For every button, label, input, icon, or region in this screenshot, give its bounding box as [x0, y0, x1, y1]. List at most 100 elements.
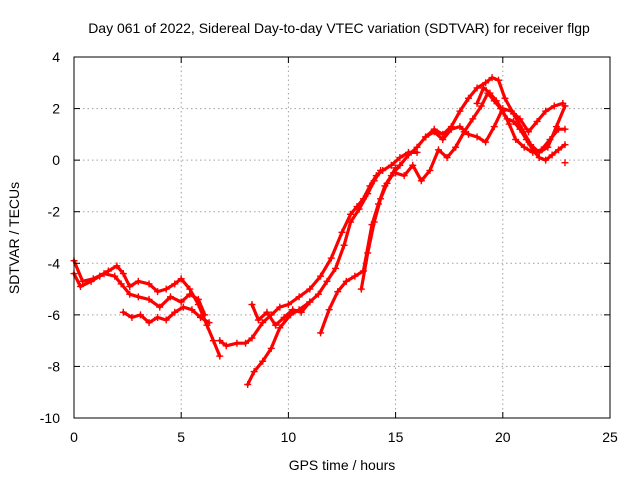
- data-point: [100, 270, 108, 278]
- data-point: [357, 285, 365, 293]
- data-point: [287, 311, 295, 319]
- data-point: [473, 133, 481, 141]
- data-point: [186, 290, 194, 298]
- data-point: [383, 179, 391, 187]
- data-point: [113, 262, 121, 270]
- data-point: [510, 117, 518, 125]
- data-point: [179, 303, 187, 311]
- data-point: [196, 313, 204, 321]
- data-point: [525, 128, 533, 136]
- data-point: [216, 352, 224, 360]
- data-point: [473, 99, 481, 107]
- data-point: [495, 76, 503, 84]
- data-point: [280, 313, 288, 321]
- data-point: [145, 295, 153, 303]
- data-point: [306, 285, 314, 293]
- series-track-d: [218, 150, 419, 348]
- data-point: [340, 241, 348, 249]
- data-point: [482, 138, 490, 146]
- y-tick-label: 2: [52, 101, 60, 117]
- series-track-j: [424, 101, 565, 144]
- data-point: [248, 334, 256, 342]
- data-point: [119, 270, 127, 278]
- data-point: [537, 146, 545, 154]
- data-point: [482, 79, 490, 87]
- data-point: [443, 154, 451, 162]
- x-axis-label: GPS time / hours: [289, 457, 396, 473]
- data-point: [233, 339, 241, 347]
- data-point: [342, 277, 350, 285]
- data-point: [439, 136, 447, 144]
- data-point: [244, 380, 252, 388]
- data-point: [156, 303, 164, 311]
- x-tick-label: 20: [495, 429, 511, 445]
- data-point: [374, 200, 382, 208]
- data-point: [492, 97, 500, 105]
- data-point: [126, 290, 134, 298]
- data-point: [317, 272, 325, 280]
- data-point: [561, 159, 569, 167]
- data-point: [550, 102, 558, 110]
- data-point: [456, 123, 464, 131]
- data-point: [520, 143, 528, 151]
- data-point: [128, 313, 136, 321]
- data-point: [555, 125, 563, 133]
- data-point: [404, 151, 412, 159]
- data-point: [222, 342, 230, 350]
- y-axis-label: SDTVAR / TECUs: [6, 182, 22, 294]
- data-point: [295, 293, 303, 301]
- y-tick-label: -4: [48, 255, 61, 271]
- data-point: [512, 136, 520, 144]
- y-tick-label: 0: [52, 152, 60, 168]
- data-point: [522, 136, 530, 144]
- data-point: [162, 285, 170, 293]
- data-point: [486, 89, 494, 97]
- data-point: [542, 107, 550, 115]
- x-tick-label: 5: [177, 429, 185, 445]
- data-point: [426, 166, 434, 174]
- data-point: [544, 143, 552, 151]
- data-point: [359, 267, 367, 275]
- data-point: [409, 161, 417, 169]
- data-point: [400, 172, 408, 180]
- chart-title: Day 061 of 2022, Sidereal Day-to-day VTE…: [88, 20, 590, 36]
- data-point: [480, 84, 488, 92]
- data-point: [134, 293, 142, 301]
- data-point: [490, 123, 498, 131]
- data-point: [250, 368, 258, 376]
- data-point: [177, 298, 185, 306]
- data-point: [372, 172, 380, 180]
- data-point: [351, 272, 359, 280]
- data-point: [145, 319, 153, 327]
- data-point: [209, 337, 217, 345]
- data-point: [347, 210, 355, 218]
- data-point: [377, 166, 385, 174]
- x-tick-label: 25: [602, 429, 618, 445]
- data-point: [272, 321, 280, 329]
- data-point: [289, 306, 297, 314]
- data-point: [561, 125, 569, 133]
- data-point: [501, 94, 509, 102]
- x-tick-label: 0: [70, 429, 78, 445]
- data-point: [377, 195, 385, 203]
- x-tick-label: 10: [281, 429, 297, 445]
- data-point: [464, 130, 472, 138]
- data-point: [276, 324, 284, 332]
- data-point: [546, 136, 554, 144]
- y-tick-label: -6: [48, 307, 61, 323]
- data-point: [76, 282, 84, 290]
- data-point: [516, 115, 524, 123]
- data-point: [242, 339, 250, 347]
- data-point: [136, 311, 144, 319]
- data-point: [527, 141, 535, 149]
- data-point: [297, 308, 305, 316]
- data-point: [499, 107, 507, 115]
- data-point: [347, 218, 355, 226]
- series-track-h: [359, 75, 567, 291]
- data-point: [248, 301, 256, 309]
- plot-frame: [73, 56, 611, 419]
- data-point: [284, 301, 292, 309]
- data-point: [306, 298, 314, 306]
- data-point: [505, 120, 513, 128]
